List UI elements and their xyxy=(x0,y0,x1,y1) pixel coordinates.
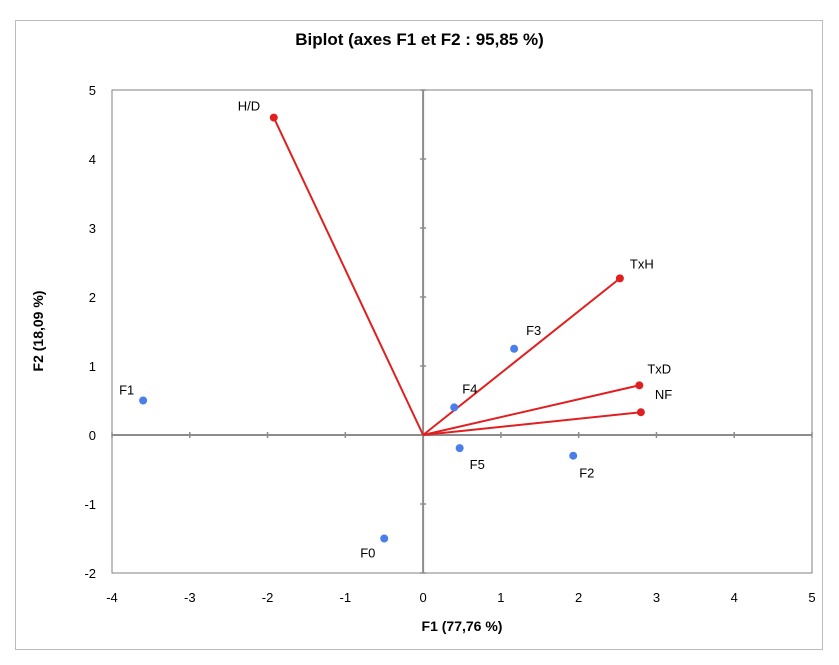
y-tick-label: -1 xyxy=(84,497,96,512)
observation-label: F2 xyxy=(579,466,594,481)
variable-label: NF xyxy=(655,387,672,402)
y-tick-label: 1 xyxy=(89,359,96,374)
x-tick-label: -2 xyxy=(262,590,274,605)
observation-point xyxy=(569,451,578,460)
y-tick-label: 3 xyxy=(89,221,96,236)
x-tick-label: 5 xyxy=(808,590,815,605)
x-axis-label: F1 (77,76 %) xyxy=(421,618,503,634)
x-tick-label: -4 xyxy=(106,590,118,605)
x-tick-label: -3 xyxy=(184,590,196,605)
y-tick-label: 2 xyxy=(89,290,96,305)
chart-title: Biplot (axes F1 et F2 : 95,85 %) xyxy=(295,30,544,49)
observation-point xyxy=(455,444,464,453)
plot-area xyxy=(111,89,813,574)
variable-label: H/D xyxy=(238,99,260,114)
observation-point xyxy=(450,403,459,412)
chart-frame xyxy=(15,20,823,650)
x-tick-label: 3 xyxy=(653,590,660,605)
y-tick-label: 4 xyxy=(89,152,96,167)
variable-vector xyxy=(272,117,425,436)
y-tick-label: 0 xyxy=(89,428,96,443)
x-tick-label: 4 xyxy=(731,590,738,605)
variable-point xyxy=(269,113,278,122)
observation-point xyxy=(510,344,519,353)
observation-label: F5 xyxy=(470,457,485,472)
y-tick-label: 5 xyxy=(89,83,96,98)
observation-label: F0 xyxy=(360,546,375,561)
observation-label: F1 xyxy=(119,383,134,398)
observation-label: F3 xyxy=(526,323,541,338)
x-tick-label: 1 xyxy=(497,590,504,605)
variable-vector xyxy=(422,384,640,436)
x-tick-label: 2 xyxy=(575,590,582,605)
observation-point xyxy=(139,396,148,405)
variable-label: TxH xyxy=(630,256,654,271)
variable-point xyxy=(636,408,645,417)
variable-point xyxy=(615,274,624,283)
x-tick-label: 0 xyxy=(419,590,426,605)
variable-point xyxy=(635,381,644,390)
y-tick-label: -2 xyxy=(84,566,96,581)
variable-label: TxD xyxy=(647,361,671,376)
observation-point xyxy=(380,534,389,543)
observation-label: F4 xyxy=(462,381,477,396)
variable-vector xyxy=(423,411,641,436)
x-tick-label: -1 xyxy=(340,590,352,605)
